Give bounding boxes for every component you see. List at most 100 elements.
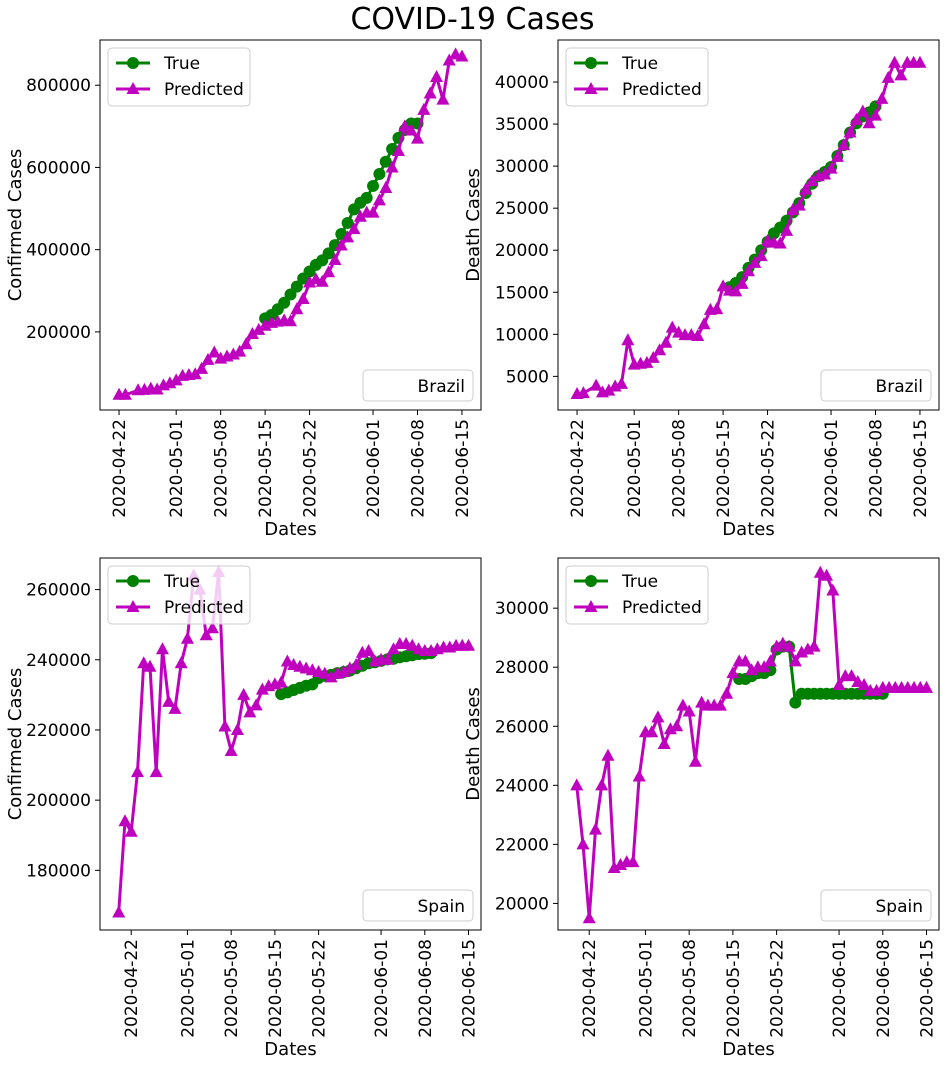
x-tick-label: 2020-05-01	[167, 419, 187, 518]
data-point-triangle	[602, 383, 616, 396]
data-point-triangle	[621, 333, 635, 346]
data-point-triangle	[620, 855, 634, 868]
y-tick-label: 800000	[26, 76, 91, 96]
data-point-triangle	[449, 47, 463, 60]
data-point-circle	[850, 117, 863, 130]
data-point-triangle	[374, 652, 388, 665]
data-point-triangle	[299, 661, 313, 674]
data-point-circle	[400, 650, 413, 663]
series-line	[728, 105, 877, 289]
legend: True Predicted	[107, 565, 251, 625]
data-point-triangle	[162, 694, 176, 707]
data-point-triangle	[393, 636, 407, 649]
data-point-triangle	[738, 654, 752, 667]
data-point-circle	[856, 110, 869, 123]
data-point-triangle	[601, 748, 615, 761]
data-point-triangle	[193, 582, 207, 595]
data-point-triangle	[380, 652, 394, 665]
data-point-triangle	[437, 640, 451, 653]
data-point-triangle	[595, 778, 609, 791]
data-point-triangle	[157, 378, 170, 391]
data-point-triangle	[239, 337, 253, 350]
country-label-text: Brazil	[418, 377, 465, 397]
data-point-triangle	[385, 160, 399, 173]
data-point-circle	[814, 687, 827, 700]
legend-label: Predicted	[164, 80, 244, 100]
data-point-triangle	[726, 666, 740, 679]
data-point-circle	[789, 696, 802, 709]
data-point-circle	[723, 281, 736, 294]
data-point-triangle	[243, 705, 257, 718]
data-point-circle	[831, 150, 844, 163]
data-point-triangle	[665, 320, 679, 333]
series-predicted	[112, 47, 469, 400]
data-point-circle	[322, 247, 335, 260]
data-point-circle	[767, 227, 780, 240]
data-point-circle	[300, 679, 313, 692]
data-point-circle	[839, 687, 852, 700]
legend-label: Predicted	[164, 598, 244, 618]
data-point-triangle	[233, 344, 247, 357]
x-tick-label: 2020-06-01	[822, 419, 842, 518]
data-point-triangle	[262, 679, 276, 692]
x-tick-label: 2020-06-08	[416, 939, 436, 1038]
data-point-triangle	[309, 272, 323, 285]
y-tick-label: 180000	[26, 861, 91, 881]
data-point-triangle	[218, 719, 232, 732]
data-point-triangle	[423, 86, 437, 99]
data-point-triangle	[287, 658, 301, 671]
data-point-circle	[287, 683, 300, 696]
data-point-triangle	[895, 680, 909, 693]
data-point-circle	[826, 687, 839, 700]
country-label-text: Spain	[418, 897, 466, 917]
data-point-circle	[309, 258, 322, 271]
data-point-triangle	[112, 905, 126, 918]
data-point-circle	[801, 687, 814, 700]
data-point-triangle	[722, 283, 736, 296]
data-point-circle	[806, 177, 818, 190]
data-point-triangle	[670, 719, 684, 732]
data-point-circle	[751, 667, 764, 680]
data-point-triangle	[857, 677, 871, 690]
data-point-triangle	[150, 382, 164, 395]
data-point-triangle	[149, 765, 163, 778]
country-label: Spain	[820, 889, 932, 922]
data-point-triangle	[199, 628, 213, 641]
legend-label: True	[163, 54, 200, 74]
y-tick-label: 240000	[26, 651, 91, 671]
data-point-triangle	[813, 565, 827, 578]
data-point-triangle	[353, 209, 367, 222]
data-point-triangle	[782, 639, 796, 652]
data-point-triangle	[703, 302, 717, 315]
data-point-triangle	[462, 638, 476, 651]
data-point-triangle	[205, 621, 219, 634]
data-point-triangle	[818, 167, 832, 180]
data-point-triangle	[720, 686, 734, 699]
data-point-triangle	[405, 638, 419, 651]
legend-marker-triangle	[584, 600, 598, 612]
data-point-triangle	[315, 274, 329, 287]
data-point-triangle	[424, 644, 438, 656]
x-tick-label: 2020-05-22	[301, 419, 321, 518]
y-tick-label: 20000	[495, 241, 549, 261]
data-point-triangle	[907, 55, 921, 68]
data-point-triangle	[411, 131, 424, 144]
data-point-circle	[876, 687, 889, 700]
series-line	[117, 570, 469, 913]
x-axis-label: Dates	[722, 1039, 774, 1060]
legend-box	[565, 565, 709, 625]
data-point-triangle	[826, 583, 840, 596]
data-point-circle	[362, 657, 375, 670]
y-axis-label: Death Cases	[463, 168, 484, 282]
data-point-circle	[406, 649, 419, 662]
data-point-triangle	[869, 108, 882, 121]
x-tick-label: 2020-06-08	[867, 419, 887, 518]
data-point-triangle	[607, 861, 621, 873]
data-point-circle	[367, 179, 380, 192]
data-point-triangle	[615, 376, 628, 389]
data-point-circle	[293, 681, 306, 694]
data-point-triangle	[379, 181, 393, 193]
series-true	[259, 117, 424, 325]
country-label-text: Spain	[876, 897, 924, 917]
